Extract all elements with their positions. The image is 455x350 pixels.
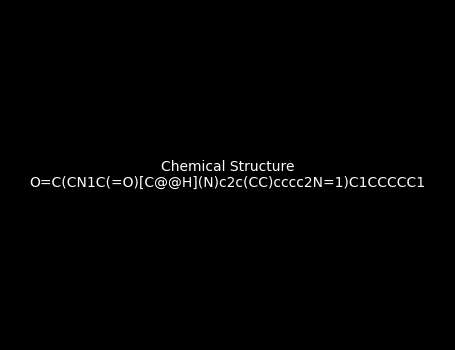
Text: Chemical Structure
O=C(CN1C(=O)[C@@H](N)c2c(CC)cccc2N=1)C1CCCCC1: Chemical Structure O=C(CN1C(=O)[C@@H](N)…	[30, 160, 425, 190]
